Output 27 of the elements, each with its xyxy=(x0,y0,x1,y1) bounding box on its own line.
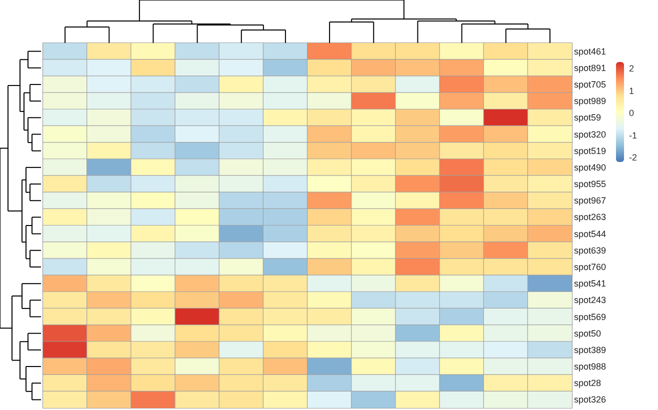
y-tick-label: spot569 xyxy=(574,312,606,322)
y-tick-label: spot891 xyxy=(574,62,606,73)
color-bar-label: -2 xyxy=(629,152,638,163)
color-bar-label: 2 xyxy=(629,64,634,74)
y-tick-label: spot967 xyxy=(574,196,606,206)
color-bar-label: -1 xyxy=(629,130,638,140)
y-tick-label: spot243 xyxy=(574,295,606,306)
y-tick-label: spot544 xyxy=(574,228,606,239)
y-tick-label: spot389 xyxy=(574,344,606,355)
y-tick-label: spot28 xyxy=(574,378,602,388)
color-bar-label: 1 xyxy=(629,86,634,96)
y-tick-label: spot955 xyxy=(574,179,606,190)
y-tick-label: spot519 xyxy=(574,146,606,156)
y-tick-label: spot490 xyxy=(574,162,606,172)
y-tick-label: spot326 xyxy=(574,394,606,405)
y-tick-label: spot705 xyxy=(574,79,606,90)
y-tick-label: spot320 xyxy=(574,129,606,140)
y-tick-label: spot263 xyxy=(574,212,606,222)
y-tick-label: spot989 xyxy=(574,96,606,106)
y-tick-label: spot541 xyxy=(574,278,606,289)
color-bar-label: 0 xyxy=(629,108,634,118)
y-tick-label: spot760 xyxy=(574,262,606,272)
y-tick-label: spot461 xyxy=(574,46,606,56)
y-tick-label: spot50 xyxy=(574,328,602,338)
y-tick-label: spot988 xyxy=(574,362,606,372)
y-tick-label: spot59 xyxy=(574,112,602,123)
y-tick-label: spot639 xyxy=(574,245,606,256)
